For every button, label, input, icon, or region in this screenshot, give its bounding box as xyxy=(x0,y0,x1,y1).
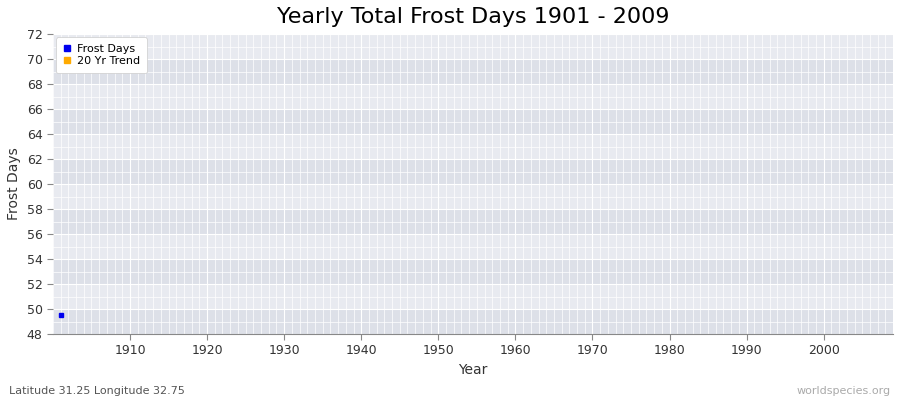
Legend: Frost Days, 20 Yr Trend: Frost Days, 20 Yr Trend xyxy=(57,37,148,73)
Bar xyxy=(53,34,893,59)
Bar xyxy=(53,284,893,309)
Bar xyxy=(53,184,893,209)
Title: Yearly Total Frost Days 1901 - 2009: Yearly Total Frost Days 1901 - 2009 xyxy=(276,7,670,27)
Bar xyxy=(53,259,893,284)
X-axis label: Year: Year xyxy=(458,363,488,377)
Y-axis label: Frost Days: Frost Days xyxy=(7,148,21,220)
Bar xyxy=(53,84,893,109)
Bar xyxy=(53,109,893,134)
Text: worldspecies.org: worldspecies.org xyxy=(796,386,891,396)
Bar xyxy=(53,309,893,334)
Bar xyxy=(53,234,893,259)
Bar xyxy=(53,209,893,234)
Bar xyxy=(53,59,893,84)
Text: Latitude 31.25 Longitude 32.75: Latitude 31.25 Longitude 32.75 xyxy=(9,386,184,396)
Bar xyxy=(53,134,893,159)
Bar xyxy=(53,159,893,184)
